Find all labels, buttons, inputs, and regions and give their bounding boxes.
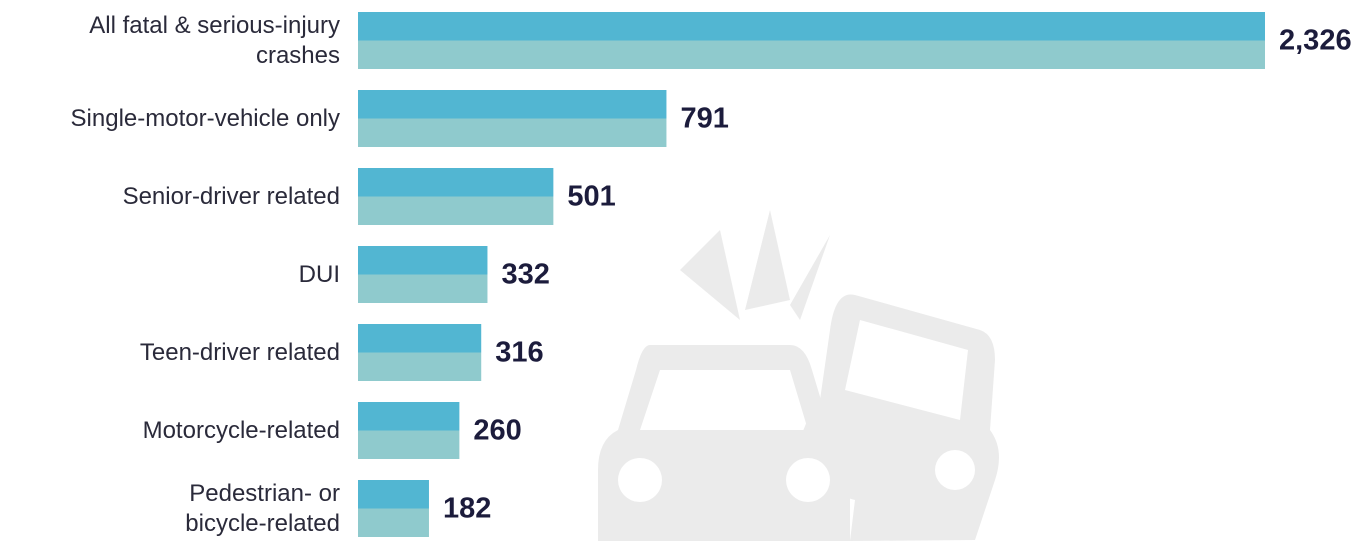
chart: All fatal & serious-injury crashes 2,326 S… (0, 0, 1371, 541)
value-label: 501 (567, 180, 615, 213)
value-label: 332 (501, 258, 549, 291)
category-label: All fatal & serious-injury crashes (0, 11, 340, 71)
category-label: Single-motor-vehicle only (0, 104, 340, 134)
bar (358, 90, 666, 147)
value-label: 316 (495, 336, 543, 369)
category-label: Teen-driver related (0, 338, 340, 368)
value-label: 791 (680, 102, 728, 135)
category-label: Senior-driver related (0, 182, 340, 212)
value-label: 182 (443, 492, 491, 525)
bar (358, 246, 487, 303)
bar (358, 402, 459, 459)
bar (358, 324, 481, 381)
category-label: Pedestrian- or bicycle-related (0, 479, 340, 539)
bar (358, 480, 429, 537)
category-label: DUI (0, 260, 340, 290)
value-label: 2,326 (1279, 24, 1352, 57)
category-label: Motorcycle-related (0, 416, 340, 446)
bar (358, 168, 553, 225)
bar (358, 12, 1265, 69)
value-label: 260 (473, 414, 521, 447)
